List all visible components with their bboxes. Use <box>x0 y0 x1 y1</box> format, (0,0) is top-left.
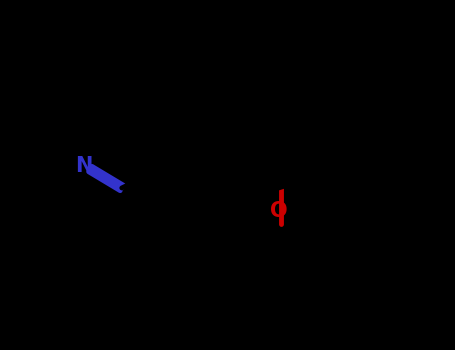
Text: N: N <box>76 156 93 176</box>
Text: O: O <box>270 201 288 221</box>
